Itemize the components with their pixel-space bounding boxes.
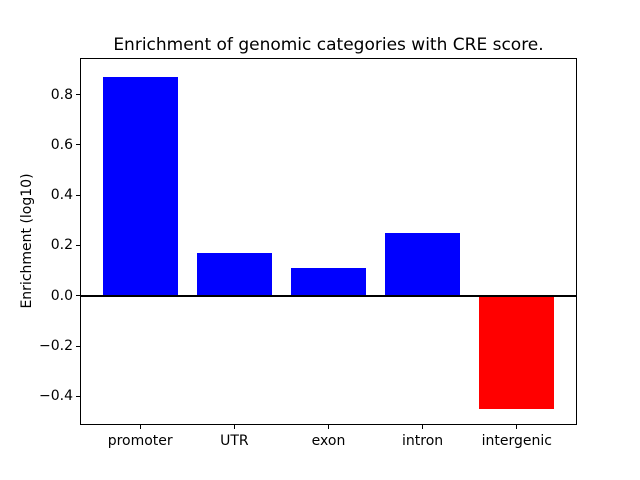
y-tick: [76, 94, 80, 95]
y-tick-label: −0.4: [39, 388, 73, 405]
bar-intergenic: [479, 295, 555, 409]
y-tick-label: 0.0: [50, 287, 73, 304]
y-tick: [76, 345, 80, 347]
x-tick: [328, 425, 329, 429]
x-tick: [139, 425, 141, 429]
x-tick: [422, 425, 424, 429]
x-tick-label-intron: intron: [402, 433, 444, 449]
y-tick: [76, 144, 80, 146]
zero-line: [80, 294, 577, 297]
x-tick-label-promoter: promoter: [107, 433, 173, 449]
x-tick-label-UTR: UTR: [220, 433, 249, 449]
bar-UTR: [196, 252, 272, 296]
y-tick-label: 0.8: [50, 86, 73, 103]
bar-promoter: [102, 76, 178, 296]
x-tick: [516, 425, 518, 429]
x-tick-label-intergenic: intergenic: [481, 433, 552, 449]
y-tick-label: 0.6: [50, 136, 73, 153]
y-tick-label: 0.4: [50, 187, 73, 204]
y-tick: [76, 194, 80, 196]
bar-intron: [385, 232, 461, 296]
chart-title: Enrichment of genomic categories with CR…: [113, 35, 544, 55]
x-tick-label-exon: exon: [311, 433, 346, 449]
x-tick: [233, 425, 235, 429]
bar-exon: [290, 268, 367, 296]
y-tick: [76, 395, 80, 397]
y-tick-label: 0.2: [50, 237, 73, 254]
y-tick: [76, 244, 80, 246]
y-tick: [76, 295, 80, 297]
y-tick-label: −0.2: [39, 338, 73, 354]
